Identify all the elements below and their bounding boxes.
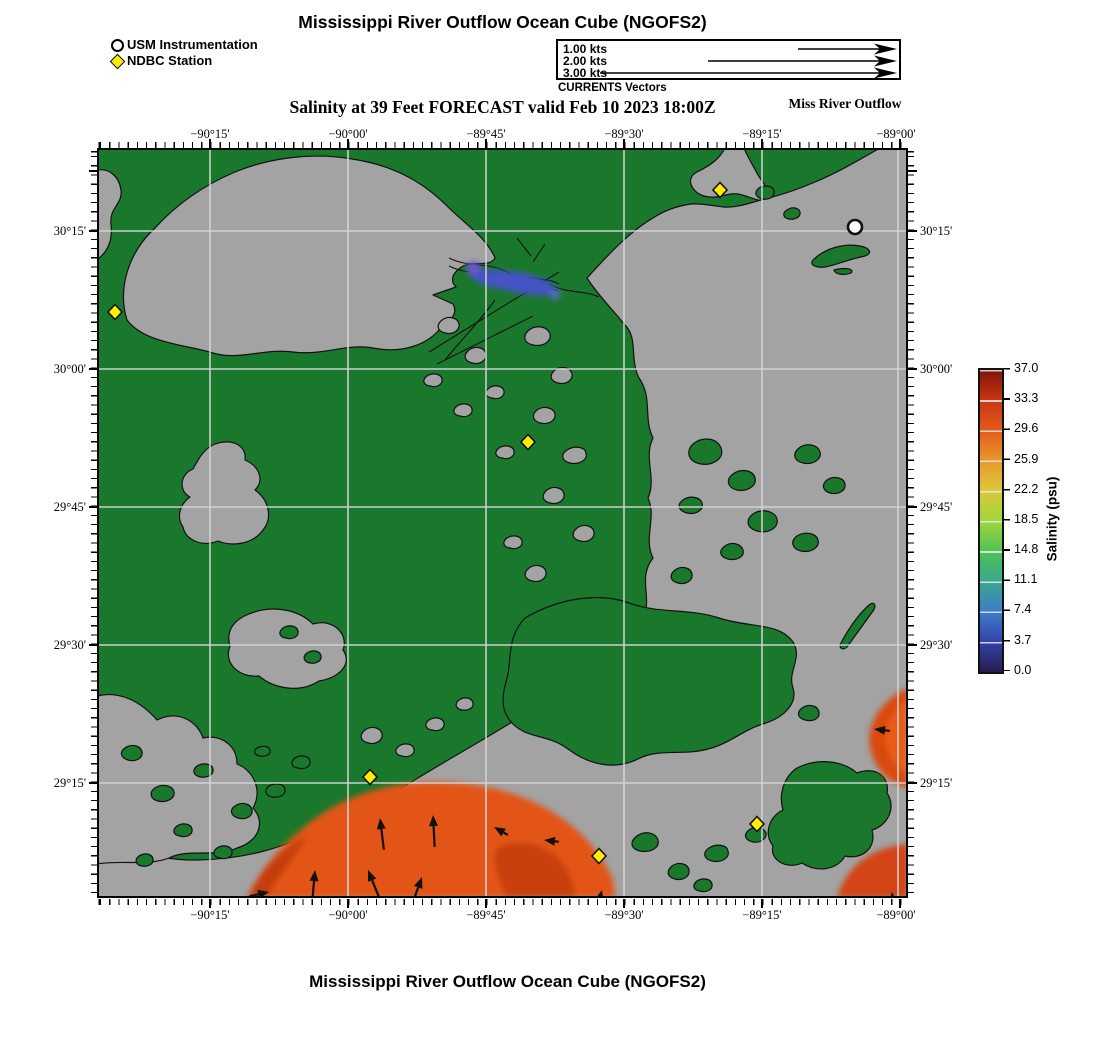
currents-scale-arrows-icon [600,43,897,78]
graticule-gridlines [97,148,908,898]
x-tick-label-bottom: −89°00' [876,908,916,922]
forecast-subtitle: Salinity at 39 Feet FORECAST valid Feb 1… [289,97,716,117]
current-vector-arrow [371,879,381,898]
water-ponds-and-sounds [120,185,892,893]
current-vector-arrow [432,825,436,848]
colorbar-tick-label: 33.3 [1014,391,1039,405]
map-canvas [97,148,908,898]
colorbar-tick-label: 11.1 [1014,572,1038,586]
current-vector-arrowhead [429,815,439,827]
colorbar-tick-label: 0.0 [1014,663,1032,677]
current-vector-arrow [884,729,891,733]
colorbar-tick-label: 3.7 [1014,633,1032,647]
y-tick-label-right: 30°00' [920,362,953,376]
x-tick-label-top: −89°15' [742,127,782,141]
x-tick-label-top: −89°45' [466,127,506,141]
x-axis-minor-ticks-top [97,142,908,148]
x-tick-label-bottom: −89°15' [742,908,782,922]
x-tick-label-top: −90°00' [328,127,368,141]
x-tick-label-bottom: −89°30' [604,908,644,922]
current-vector-arrowhead [494,827,506,837]
usm-instrumentation-marker [846,218,864,236]
y-tick-label-left: 30°00' [53,362,86,376]
colorbar-tick-label: 22.2 [1014,482,1039,496]
usm-circle-icon [111,39,124,52]
station-and-vector-marker-layer [106,181,896,898]
current-vector-arrowhead [544,836,556,846]
x-tick-label-bottom: −90°15' [190,908,230,922]
page-title: Mississippi River Outflow Ocean Cube (NG… [298,12,707,32]
x-tick-label-bottom: −90°00' [328,908,368,922]
current-vector-arrowhead [367,870,377,882]
y-axis-minor-ticks-right [908,148,914,898]
colorbar-tick-label: 37.0 [1014,361,1039,375]
current-vector-arrowhead [309,870,319,882]
footer-title: Mississippi River Outflow Ocean Cube (NG… [309,972,706,991]
low-salinity-river-water [466,261,561,300]
region-label: Miss River Outflow [788,96,902,111]
ndbc-legend-label: NDBC Station [127,53,213,68]
ndbc-diamond-icon [109,53,126,70]
colorbar-tick-label: 7.4 [1014,602,1032,616]
x-tick-label-top: −90°15' [190,127,230,141]
y-tick-label-right: 29°15' [920,776,953,790]
usm-legend-label: USM Instrumentation [127,37,258,52]
colorbar-tick-marks [1004,368,1010,671]
ndbc-station-marker [590,847,608,865]
ndbc-station-marker [361,768,379,786]
ndbc-station-marker [748,815,766,833]
ndbc-station-marker [106,303,124,321]
ndbc-station-marker [711,181,729,199]
currents-legend-box: 1.00 kts 2.00 kts 3.00 kts [556,39,901,80]
y-tick-label-left: 30°15' [53,224,86,238]
y-tick-label-left: 29°45' [53,500,86,514]
current-vector-arrow [249,893,259,898]
x-tick-label-bottom: −89°45' [466,908,506,922]
colorbar-title: Salinity (psu) [1044,476,1060,562]
ndbc-station-marker [519,433,537,451]
currents-speed-2: 2.00 kts [563,54,608,68]
current-vector-arrowhead [257,889,269,898]
colorbar-tick-label: 29.6 [1014,421,1039,435]
colorbar-tick-label: 25.9 [1014,452,1039,466]
salinity-colorbar [978,368,1004,674]
currents-speed-1: 1.00 kts [563,42,608,56]
current-vector-arrowhead [376,818,386,830]
y-tick-label-right: 29°30' [920,638,953,652]
x-axis-minor-ticks-bottom [97,899,908,905]
y-tick-label-right: 30°15' [920,224,953,238]
colorbar-tick-label: 18.5 [1014,512,1039,526]
current-vector-arrowhead [414,877,423,889]
colorbar-tick-label: 14.8 [1014,542,1039,556]
current-vector-arrow [502,831,509,836]
x-tick-label-top: −89°00' [876,127,916,141]
y-tick-label-right: 29°45' [920,500,953,514]
currents-speed-3: 3.00 kts [563,66,608,80]
x-tick-label-top: −89°30' [604,127,644,141]
current-vector-arrowhead [874,725,886,735]
currents-legend-caption: CURRENTS Vectors [558,82,667,94]
current-vector-arrow [380,828,385,850]
y-axis-minor-ticks-left [91,148,97,898]
y-tick-label-left: 29°30' [53,638,86,652]
y-tick-label-left: 29°15' [53,776,86,790]
